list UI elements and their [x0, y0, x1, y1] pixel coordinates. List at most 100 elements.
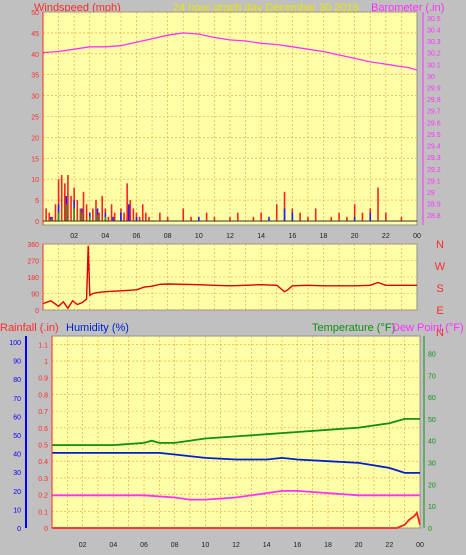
barometer-tick-label: 29.1 [427, 178, 441, 185]
wind-tick-label: 25 [31, 115, 39, 122]
humidity-tick-label: 20 [13, 489, 21, 496]
direction-tick-label: 360 [27, 242, 39, 249]
barometer-tick-label: 29.8 [427, 97, 441, 104]
x-tick-label-bottom: 10 [201, 542, 209, 549]
temperature-tick-label: 10 [428, 504, 436, 511]
direction-letter: W [435, 261, 446, 273]
direction-tick-label: 0 [35, 308, 39, 315]
wind-tick-label: 35 [31, 73, 39, 80]
x-tick-label-bottom: 12 [232, 542, 240, 549]
wind-tick-label: 10 [31, 177, 39, 184]
wind-tick-label: 50 [31, 10, 39, 17]
humidity-line [52, 452, 420, 474]
chart-title: 24 hour graph day December 30 2015 [173, 2, 359, 14]
humidity-axis-title: Humidity (%) [66, 322, 129, 334]
dewpoint-line [52, 490, 420, 501]
x-tick-label-top: 08 [164, 233, 172, 240]
x-tick-labels: 02 02 04 04 06 06 08 08 10 10 12 12 14 14 16 16 18 18 20 20… [70, 233, 424, 549]
wind-tick-label: 0 [35, 219, 39, 226]
x-tick-label-top: 00 [413, 233, 421, 240]
barometer-tick-label: 28.8 [427, 213, 441, 220]
x-tick-label-top: 16 [288, 233, 296, 240]
direction-tick-label: 180 [27, 275, 39, 282]
direction-letter: N [436, 239, 444, 251]
wind-panel-series [42, 32, 418, 221]
x-tick-label-bottom: 14 [263, 542, 271, 549]
barometer-tick-label: 30.5 [427, 16, 441, 23]
x-tick-label-top: 20 [351, 233, 359, 240]
direction-tick-label: 90 [31, 292, 39, 299]
rainfall-axis-title: Rainfall (.in) [0, 322, 59, 334]
x-tick-label-top: 06 [133, 233, 141, 240]
direction-tick-label: 270 [27, 259, 39, 266]
temperature-axis-title: Temperature (°F) [312, 322, 395, 334]
x-tick-label-top: 22 [382, 233, 390, 240]
temperature-tick-label: 80 [428, 351, 436, 358]
x-tick-label-top: 14 [257, 233, 265, 240]
rain-tick-label: 0.4 [38, 459, 48, 466]
x-tick-label-bottom: 04 [109, 542, 117, 549]
rain-tick-label: 0.8 [38, 392, 48, 399]
temperature-tick-label: 20 [428, 482, 436, 489]
temperature-panel-series [52, 418, 421, 529]
barometer-line [42, 32, 418, 71]
barometer-tick-label: 29 [427, 190, 435, 197]
temperature-tick-label: 50 [428, 417, 436, 424]
x-tick-label-bottom: 02 [79, 542, 87, 549]
barometer-tick-label: 29.5 [427, 132, 441, 139]
rain-tick-label: 0.9 [38, 376, 48, 383]
barometer-tick-label: 29.6 [427, 120, 441, 127]
barometer-tick-label: 30 [427, 74, 435, 81]
direction-panel-series [42, 245, 417, 310]
rain-tick-label: 1.1 [38, 342, 48, 349]
rain-tick-label: 0.1 [38, 509, 48, 516]
x-tick-label-bottom: 22 [385, 542, 393, 549]
wind-direction-line [42, 245, 417, 310]
rain-tick-label: 0.7 [38, 409, 48, 416]
humidity-tick-label: 0 [17, 526, 21, 533]
barometer-tick-label: 29.7 [427, 109, 441, 116]
rain-tick-label: 0.6 [38, 426, 48, 433]
x-tick-label-bottom: 06 [140, 542, 148, 549]
x-tick-label-bottom: 08 [171, 542, 179, 549]
barometer-tick-label: 28.9 [427, 202, 441, 209]
barometer-tick-label: 30.4 [427, 27, 441, 34]
rainfall-line [52, 511, 421, 529]
barometer-tick-label: 30.2 [427, 51, 441, 58]
barometer-tick-label: 29.3 [427, 155, 441, 162]
dewpoint-axis-title: Dew Point (°F) [392, 322, 464, 334]
humidity-tick-label: 50 [13, 433, 21, 440]
temperature-tick-label: 60 [428, 395, 436, 402]
temperature-tick-label: 40 [428, 439, 436, 446]
humidity-tick-label: 30 [13, 470, 21, 477]
x-tick-label-bottom: 18 [324, 542, 332, 549]
x-tick-label-top: 04 [101, 233, 109, 240]
wind-tick-label: 45 [31, 31, 39, 38]
barometer-tick-label: 30.3 [427, 39, 441, 46]
temperature-tick-label: 0 [428, 526, 432, 533]
humidity-tick-label: 80 [13, 377, 21, 384]
rain-tick-label: 1 [44, 359, 48, 366]
wind-tick-label: 15 [31, 156, 39, 163]
direction-letter: E [436, 305, 443, 317]
wind-tick-label: 20 [31, 135, 39, 142]
barometer-tick-label: 29.2 [427, 167, 441, 174]
humidity-tick-label: 60 [13, 414, 21, 421]
rain-tick-label: 0.2 [38, 493, 48, 500]
x-tick-label-bottom: 20 [355, 542, 363, 549]
wind-panel-axes: 0 5 10 15 20 25 30 35 40 45 50 28.8 28.9 29 29.1 29.2 29… [31, 10, 441, 226]
rain-tick-label: 0.3 [38, 476, 48, 483]
temperature-panel-axes: 0 0.1 0.2 0.3 0.4 0.5 0.6 0.7 0.8 0.9 1 1.1 0 10 20 30 4… [9, 336, 436, 533]
direction-letter: S [436, 283, 443, 295]
humidity-tick-label: 10 [13, 507, 21, 514]
wind-tick-label: 40 [31, 52, 39, 59]
barometer-tick-label: 29.9 [427, 85, 441, 92]
x-tick-label-bottom: 16 [293, 542, 301, 549]
humidity-tick-label: 40 [13, 452, 21, 459]
temperature-line [52, 418, 420, 446]
x-tick-label-top: 10 [195, 233, 203, 240]
direction-letter: N [436, 327, 444, 339]
x-tick-label-top: 18 [320, 233, 328, 240]
